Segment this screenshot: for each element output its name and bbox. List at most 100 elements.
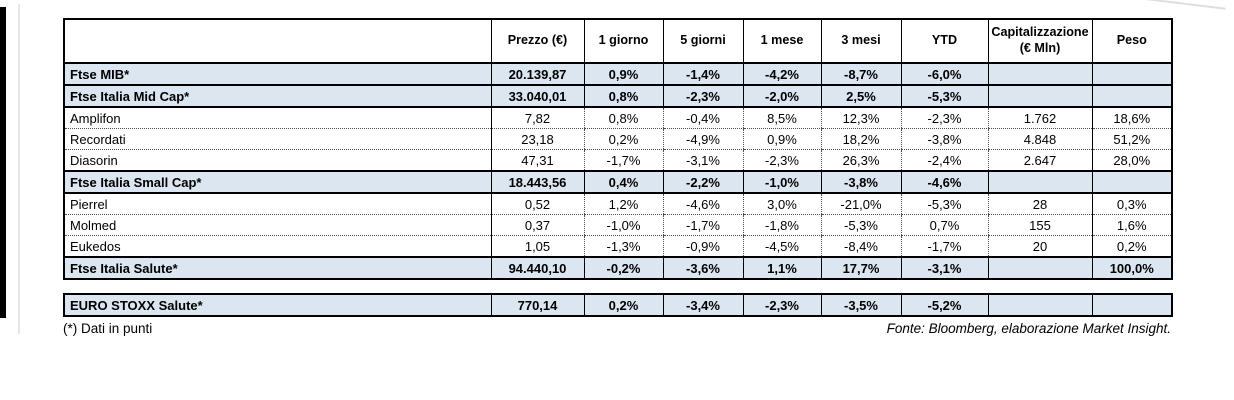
value-cell: 1,1% [742, 256, 821, 280]
value-cell: -2,3% [742, 149, 821, 172]
instrument-name-cell: Ftse Italia Mid Cap* [64, 84, 491, 108]
value-cell: -2,3% [900, 107, 988, 129]
value-cell: -2,4% [900, 149, 988, 172]
page-edge-bar [0, 7, 6, 318]
value-cell: -1,0% [742, 170, 821, 194]
indices-stocks-table: Prezzo (€) 1 giorno 5 giorni 1 mese 3 mesi YT… [63, 18, 1173, 280]
value-cell: 155 [987, 214, 1092, 236]
table-row: Ftse Italia Small Cap* 18.443,56 0,4% -2,2%… [64, 170, 1172, 194]
value-cell: 100,0% [1091, 256, 1172, 280]
value-cell: -2,3% [742, 293, 821, 317]
value-cell: -4,6% [900, 170, 988, 194]
value-cell: 0,52 [490, 193, 584, 215]
instrument-name-cell: Ftse Italia Salute* [64, 256, 491, 280]
page-edge-line [18, 4, 20, 334]
value-cell [1091, 62, 1172, 86]
instrument-name-cell: Amplifon [64, 107, 491, 129]
value-cell: 0,4% [583, 170, 663, 194]
value-cell: 28,0% [1091, 149, 1172, 172]
report-content: Prezzo (€) 1 giorno 5 giorni 1 mese 3 mesi YT… [63, 18, 1173, 336]
value-cell: 0,37 [490, 214, 584, 236]
value-cell: 4.848 [987, 128, 1092, 150]
value-cell: 0,2% [583, 293, 663, 317]
euro-stoxx-body: EURO STOXX Salute* 770,14 0,2% -3,4% -2,3% -3… [64, 293, 1172, 317]
value-cell: 28 [987, 193, 1092, 215]
value-cell [1091, 293, 1172, 317]
value-cell: -3,4% [662, 293, 743, 317]
table-row: Pierrel 0,52 1,2% -4,6% 3,0% -21,0% -5,3% 28 0,3… [64, 193, 1172, 215]
value-cell: 26,3% [820, 149, 901, 172]
value-cell: -3,1% [900, 256, 988, 280]
name-column-header [63, 18, 492, 64]
value-cell: 2,5% [820, 84, 901, 108]
value-cell: 23,18 [490, 128, 584, 150]
table-row: Ftse MIB* 20.139,87 0,9% -1,4% -4,2% -8,7% -6,… [64, 62, 1172, 86]
instrument-name-cell: Ftse Italia Small Cap* [64, 170, 491, 194]
instrument-name-cell: Diasorin [64, 149, 491, 172]
value-cell [987, 256, 1092, 280]
column-header: 1 giorno [583, 18, 664, 64]
value-cell: -3,6% [662, 256, 743, 280]
value-cell: 51,2% [1091, 128, 1172, 150]
column-header: 1 mese [742, 18, 822, 64]
value-cell [987, 84, 1092, 108]
table-row: EURO STOXX Salute* 770,14 0,2% -3,4% -2,3% -3… [64, 293, 1172, 317]
value-cell: -2,0% [742, 84, 821, 108]
value-cell: -4,2% [742, 62, 821, 86]
value-cell: 33.040,01 [490, 84, 584, 108]
instrument-name-cell: EURO STOXX Salute* [64, 293, 491, 317]
table-row: Molmed 0,37 -1,0% -1,7% -1,8% -5,3% 0,7% 155 1,6… [64, 214, 1172, 236]
table-header-row: Prezzo (€) 1 giorno 5 giorni 1 mese 3 mesi YT… [63, 18, 1173, 64]
footnote: (*) Dati in punti [63, 321, 153, 336]
value-cell: -1,7% [583, 149, 663, 172]
value-cell [987, 293, 1092, 317]
instrument-name-cell: Molmed [64, 214, 491, 236]
column-header: Prezzo (€) [490, 18, 585, 64]
value-cell [1091, 84, 1172, 108]
table-body: Ftse MIB* 20.139,87 0,9% -1,4% -4,2% -8,7% -6,… [64, 62, 1172, 280]
value-cell: 1,05 [490, 235, 584, 258]
value-cell: 94.440,10 [490, 256, 584, 280]
value-cell: 18,2% [820, 128, 901, 150]
table-row: Eukedos 1,05 -1,3% -0,9% -4,5% -8,4% -1,7% 20 0,… [64, 235, 1172, 258]
value-cell: 0,8% [583, 107, 663, 129]
value-cell: 0,2% [583, 128, 663, 150]
value-cell: 0,7% [900, 214, 988, 236]
value-cell: 18,6% [1091, 107, 1172, 129]
table-row: Ftse Italia Salute* 94.440,10 -0,2% -3,6% 1,… [64, 256, 1172, 280]
value-cell: -8,7% [820, 62, 901, 86]
value-cell: -3,8% [900, 128, 988, 150]
column-header: YTD [900, 18, 989, 64]
value-cell [987, 170, 1092, 194]
value-cell: 1.762 [987, 107, 1092, 129]
value-cell: 8,5% [742, 107, 821, 129]
value-cell: 0,9% [742, 128, 821, 150]
value-cell: -0,9% [662, 235, 743, 258]
value-cell: -1,8% [742, 214, 821, 236]
value-cell: 0,3% [1091, 193, 1172, 215]
euro-stoxx-table: EURO STOXX Salute* 770,14 0,2% -3,4% -2,3% -3… [63, 293, 1173, 317]
value-cell: -5,2% [900, 293, 988, 317]
value-cell: -0,4% [662, 107, 743, 129]
instrument-name-cell: Eukedos [64, 235, 491, 258]
value-cell: 20 [987, 235, 1092, 258]
value-cell [1091, 170, 1172, 194]
value-cell: -4,9% [662, 128, 743, 150]
value-cell: 1,2% [583, 193, 663, 215]
value-cell: 0,9% [583, 62, 663, 86]
value-cell: 2.647 [987, 149, 1092, 172]
value-cell: 7,82 [490, 107, 584, 129]
value-cell: -4,5% [742, 235, 821, 258]
value-cell: -3,8% [820, 170, 901, 194]
value-cell: -5,3% [820, 214, 901, 236]
column-header: Capitalizzazione (€ Mln) [987, 18, 1093, 64]
source-note: Fonte: Bloomberg, elaborazione Market In… [886, 321, 1171, 336]
value-cell: -5,3% [900, 193, 988, 215]
page-corner-artifact [1131, 0, 1226, 10]
value-cell: -1,4% [662, 62, 743, 86]
column-header: 5 giorni [662, 18, 744, 64]
header-row: Prezzo (€) 1 giorno 5 giorni 1 mese 3 mesi YT… [63, 18, 1173, 64]
value-cell: -3,1% [662, 149, 743, 172]
value-cell: 770,14 [490, 293, 584, 317]
